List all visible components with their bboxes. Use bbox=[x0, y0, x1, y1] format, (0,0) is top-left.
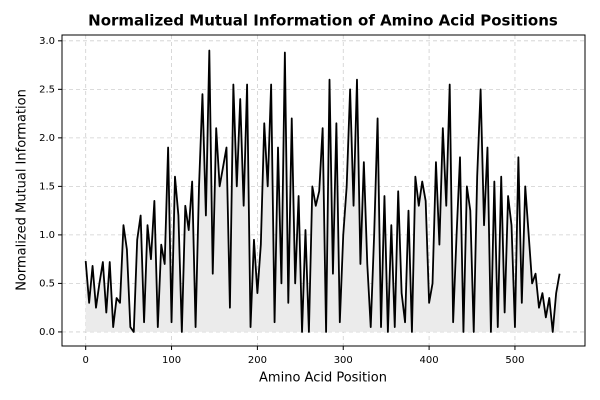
y-tick-label: 1.5 bbox=[39, 181, 55, 192]
x-tick-label: 500 bbox=[505, 355, 524, 366]
x-tick-label: 200 bbox=[248, 355, 267, 366]
y-tick-label: 3.0 bbox=[39, 36, 55, 47]
y-axis-label: Normalized Mutual Information bbox=[15, 89, 30, 291]
x-tick-label: 400 bbox=[420, 355, 439, 366]
y-tick-label: 0.5 bbox=[39, 278, 55, 289]
y-tick-label: 0.0 bbox=[39, 327, 55, 338]
area-fill bbox=[85, 50, 560, 332]
y-tick-label: 2.5 bbox=[39, 84, 55, 95]
x-axis-label: Amino Acid Position bbox=[259, 371, 387, 386]
x-tick-label: 100 bbox=[162, 355, 181, 366]
chart-title: Normalized Mutual Information of Amino A… bbox=[88, 12, 558, 30]
y-tick-label: 2.0 bbox=[39, 133, 55, 144]
line bbox=[84, 49, 561, 333]
y-tick-label: 1.0 bbox=[39, 230, 55, 241]
x-tick-label: 0 bbox=[83, 355, 89, 366]
x-tick-label: 300 bbox=[334, 355, 353, 366]
plot-frame bbox=[61, 34, 586, 347]
